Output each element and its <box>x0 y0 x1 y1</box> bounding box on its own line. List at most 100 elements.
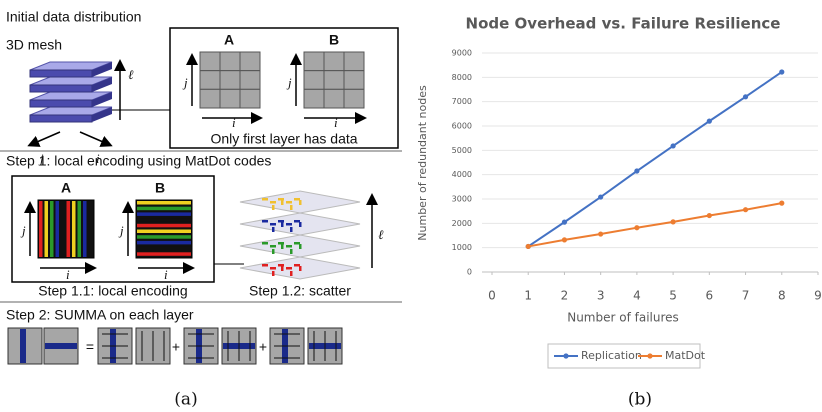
y-tick-label: 3000 <box>452 195 472 204</box>
grid-cell <box>200 89 220 108</box>
stripe <box>56 201 60 257</box>
axis-label: j <box>182 75 188 90</box>
stripe <box>137 241 191 245</box>
layer-mark <box>262 198 268 201</box>
y-tick-label: 2000 <box>452 219 472 228</box>
grid-cell <box>304 89 324 108</box>
step-title: Step 1.1: local encoding <box>38 283 187 299</box>
point <box>779 201 784 206</box>
figure: Initial data distribution 3D mesh ℓ j i … <box>0 0 822 412</box>
mesh-slab-front <box>30 70 92 77</box>
axis-label: i <box>334 115 338 130</box>
stripe <box>137 247 191 251</box>
grid-cell <box>304 71 324 90</box>
stripe <box>137 252 191 256</box>
stripe <box>39 201 43 257</box>
layer-mark <box>281 244 284 249</box>
stripe <box>137 207 191 211</box>
layer-mark <box>286 201 292 204</box>
point <box>707 213 712 218</box>
axis-label: j <box>286 75 292 90</box>
layer-mark <box>286 223 292 226</box>
x-axis-label: Number of failures <box>567 311 679 325</box>
legend-marker <box>647 353 652 358</box>
grid-cell <box>324 89 344 108</box>
layer-mark <box>286 267 292 270</box>
axis-label: j <box>118 223 124 238</box>
grid-cell <box>240 89 260 108</box>
stripe <box>89 201 93 257</box>
x-tick-label: 0 <box>488 289 496 303</box>
layer-mark <box>290 271 293 276</box>
stripe <box>137 212 191 216</box>
layer-mark <box>281 200 284 205</box>
point <box>671 219 676 224</box>
matrix-label: B <box>155 180 165 196</box>
y-tick-label: 6000 <box>452 122 472 131</box>
y-tick-label: 8000 <box>452 73 472 82</box>
layer-mark <box>262 220 268 223</box>
stripe <box>137 224 191 228</box>
axis-label: j <box>20 223 26 238</box>
layer-mark <box>272 249 275 254</box>
layer-mark <box>262 242 268 245</box>
caption: (b) <box>628 390 652 410</box>
grid-cell <box>220 71 240 90</box>
layer-mark <box>299 244 302 249</box>
legend-marker <box>563 353 568 358</box>
point <box>562 237 567 242</box>
axis-label: i <box>66 267 70 282</box>
x-tick-label: 7 <box>742 289 750 303</box>
stripe <box>45 201 49 257</box>
layer-mark <box>270 223 276 226</box>
matrix-label: B <box>329 32 339 48</box>
axis-label: ℓ <box>128 67 134 82</box>
y-tick-label: 1000 <box>452 243 472 252</box>
point <box>671 143 676 148</box>
stripe <box>72 201 76 257</box>
step-title: Step 1.2: scatter <box>249 283 351 299</box>
mesh-slab-front <box>30 85 92 92</box>
layer-mark <box>299 200 302 205</box>
legend-label: Replication <box>581 349 642 362</box>
axis-label: i <box>232 115 236 130</box>
x-tick-label: 3 <box>597 289 605 303</box>
layer-mark <box>290 227 293 232</box>
stripe <box>50 201 54 257</box>
point <box>598 231 603 236</box>
grid-cell <box>240 71 260 90</box>
stripe <box>137 201 191 205</box>
operator: = <box>86 339 94 355</box>
grid-cell <box>220 52 240 71</box>
stripe <box>83 201 87 257</box>
point <box>526 244 531 249</box>
grid-cell <box>344 52 364 71</box>
grid-cell <box>240 52 260 71</box>
y-tick-label: 7000 <box>452 97 472 106</box>
point <box>634 168 639 173</box>
caption: (a) <box>174 390 197 410</box>
layer-mark <box>290 205 293 210</box>
grid-cell <box>200 71 220 90</box>
operator: + <box>172 339 180 355</box>
arrow <box>80 132 110 145</box>
stripe <box>61 201 65 257</box>
point <box>743 94 748 99</box>
point <box>598 194 603 199</box>
point <box>562 220 567 225</box>
layer-mark <box>270 201 276 204</box>
diagram-title: Initial data distribution <box>6 9 141 25</box>
layer-mark <box>290 249 293 254</box>
point <box>707 119 712 124</box>
x-tick-label: 1 <box>524 289 532 303</box>
x-tick-label: 5 <box>669 289 677 303</box>
grid-cell <box>344 71 364 90</box>
mesh-slab-front <box>30 115 92 122</box>
layer-mark <box>272 205 275 210</box>
matrix-label: A <box>224 32 234 48</box>
point <box>743 207 748 212</box>
axis-label: ℓ <box>378 227 384 242</box>
y-axis-label: Number of redundant nodes <box>416 85 429 241</box>
legend-label: MatDot <box>665 349 706 362</box>
tile-bar <box>45 343 77 349</box>
